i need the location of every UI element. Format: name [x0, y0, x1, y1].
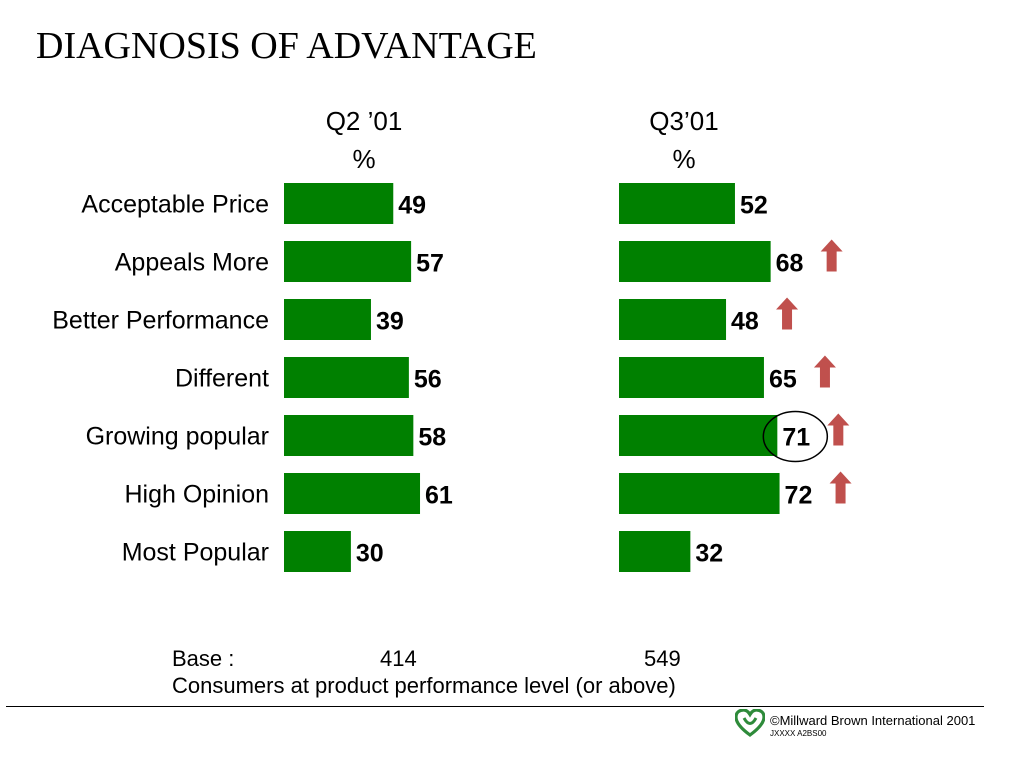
bar — [284, 473, 421, 514]
column-header-q3: Q3’01 % — [614, 102, 754, 178]
bar — [619, 183, 735, 224]
bar — [619, 241, 771, 282]
data-label: 39 — [376, 308, 404, 336]
column-period-q2: Q2 ’01 — [325, 106, 403, 136]
data-label: 48 — [731, 308, 759, 336]
bar — [619, 415, 778, 456]
data-label: 68 — [776, 250, 804, 278]
increase-arrow-icon — [813, 355, 836, 388]
increase-arrow-icon — [829, 471, 852, 504]
base-value-q3: 549 — [644, 646, 681, 671]
increase-arrow-icon — [827, 413, 850, 446]
bar — [284, 241, 412, 282]
category-label: Better Performance — [52, 307, 269, 335]
data-label: 61 — [425, 482, 453, 510]
data-label: 49 — [398, 192, 426, 220]
bar — [284, 183, 394, 224]
bar — [284, 415, 414, 456]
footer-copyright: ©Millward Brown International 2001 — [770, 713, 976, 728]
bar — [284, 357, 409, 398]
data-label: 57 — [416, 250, 444, 278]
bar — [619, 473, 780, 514]
column-header-q2: Q2 ’01 % — [294, 102, 434, 178]
footer-code: JXXXX A2BS00 — [770, 729, 827, 738]
base-label: Base : — [172, 646, 235, 671]
base-note: Consumers at product performance level (… — [172, 673, 676, 698]
footer-divider — [6, 706, 984, 707]
data-label: 32 — [695, 540, 723, 568]
data-label: 71 — [782, 424, 810, 452]
data-label: 58 — [418, 424, 446, 452]
page-title: DIAGNOSIS OF ADVANTAGE — [36, 25, 537, 67]
category-label: Acceptable Price — [81, 191, 269, 219]
heart-leaf-logo-icon — [735, 709, 765, 737]
data-label: 52 — [740, 192, 768, 220]
highlight-circle — [762, 410, 829, 463]
column-unit-q2: % — [352, 144, 376, 174]
increase-arrow-icon — [820, 239, 843, 272]
column-unit-q3: % — [672, 144, 696, 174]
base-value-q2: 414 — [380, 646, 417, 671]
bar — [619, 357, 764, 398]
bar — [619, 531, 691, 572]
bar — [619, 299, 727, 340]
bar — [284, 531, 351, 572]
data-label: 72 — [785, 482, 813, 510]
category-label: Appeals More — [115, 249, 269, 277]
data-label: 65 — [769, 366, 797, 394]
category-label: Growing popular — [86, 423, 269, 451]
data-label: 56 — [414, 366, 442, 394]
category-label: Most Popular — [122, 539, 269, 567]
column-period-q3: Q3’01 — [649, 106, 719, 136]
category-label: High Opinion — [124, 481, 269, 509]
category-label: Different — [175, 365, 269, 393]
bar-chart: Acceptable Price 49 52 Appeals More 57 68 Bett… — [52, 183, 852, 572]
data-label: 30 — [356, 540, 384, 568]
increase-arrow-icon — [776, 297, 799, 330]
bar — [284, 299, 371, 340]
